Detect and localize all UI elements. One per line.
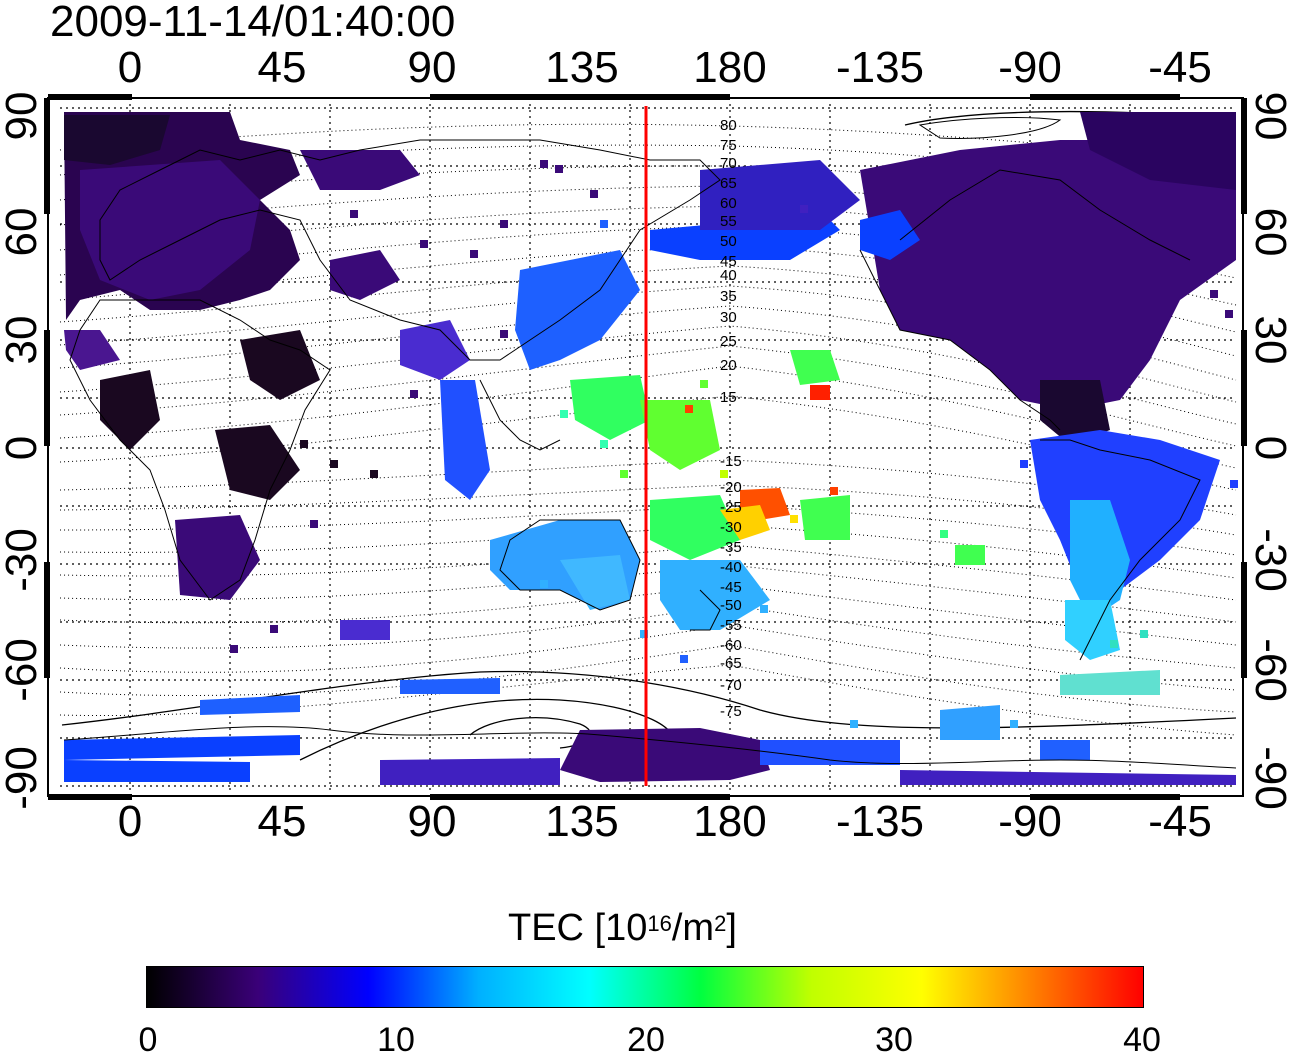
top-lon-label: 90 [407, 43, 457, 92]
bottom-lon-label: -45 [1148, 797, 1212, 846]
magnetic-latitude-label: 45 [720, 253, 737, 270]
left-lat-label: -90 [0, 746, 46, 810]
top-lon-label: -135 [835, 43, 925, 92]
magnetic-latitude-label: 70 [720, 155, 737, 172]
bottom-lon-label: -90 [998, 797, 1062, 846]
magnetic-latitude-label: 60 [720, 195, 737, 212]
magnetic-latitude-label: -20 [720, 479, 742, 496]
magnetic-latitude-label: -40 [720, 559, 742, 576]
magnetic-latitude-label: -15 [720, 453, 742, 470]
colorbar-tick-label: 0 [138, 1021, 158, 1059]
colorbar-title-unit: /m [671, 907, 715, 949]
magnetic-latitude-label: 30 [720, 309, 737, 326]
left-lat-label: 60 [0, 207, 46, 257]
magnetic-latitude-label: -35 [720, 539, 742, 556]
colorbar-title: TEC [1016/m2] [508, 906, 737, 950]
magnetic-latitude-label: -55 [720, 617, 742, 634]
right-lat-label: 30 [1246, 315, 1292, 365]
top-lon-label: 45 [257, 43, 307, 92]
right-lat-label: -90 [1246, 746, 1292, 810]
magnetic-latitude-label: -60 [720, 637, 742, 654]
bottom-lon-label: 135 [545, 797, 619, 846]
coastlines [63, 117, 1237, 769]
right-lat-label: 0 [1246, 435, 1292, 461]
magnetic-latitude-label: -70 [720, 677, 742, 694]
colorbar-tick-label: 40 [1123, 1021, 1161, 1059]
timestamp-title: 2009-11-14/01:40:00 [50, 0, 456, 46]
magnetic-latitude-label: -45 [720, 579, 742, 596]
bottom-lon-label: -135 [835, 797, 925, 846]
magnetic-latitude-label: -30 [720, 519, 742, 536]
right-lat-label: 90 [1246, 91, 1292, 141]
tec-data-patches [64, 112, 1236, 785]
tec-colorbar [146, 966, 1144, 1008]
top-lon-label: -90 [998, 43, 1062, 92]
colorbar-tick-label: 20 [627, 1021, 665, 1059]
magnetic-latitude-label: 80 [720, 117, 737, 134]
magnetic-latitude-label: 55 [720, 213, 737, 230]
right-lat-label: 60 [1246, 207, 1292, 257]
magnetic-latitude-label: -25 [720, 499, 742, 516]
top-lon-label: 0 [117, 43, 143, 92]
left-lat-label: -60 [0, 638, 46, 702]
colorbar-tick-label: 30 [875, 1021, 913, 1059]
colorbar-title-suffix: ] [726, 907, 737, 949]
left-lat-label: -30 [0, 528, 46, 592]
left-lat-label: 90 [0, 91, 46, 141]
magnetic-latitude-label: 15 [720, 389, 737, 406]
colorbar-title-exponent2: 2 [714, 911, 727, 936]
bottom-lon-label: 90 [407, 797, 457, 846]
right-lat-label: -60 [1246, 638, 1292, 702]
top-lon-label: -45 [1148, 43, 1212, 92]
frame-ticks [44, 94, 1247, 800]
magnetic-latitude-label: 40 [720, 267, 737, 284]
left-lat-label: 30 [0, 315, 46, 365]
colorbar-tick-label: 10 [377, 1021, 415, 1059]
bottom-lon-label: 180 [693, 797, 767, 846]
bottom-lon-label: 45 [257, 797, 307, 846]
right-lat-label: -30 [1246, 528, 1292, 592]
top-lon-label: 180 [693, 43, 767, 92]
magnetic-latitude-label: -50 [720, 597, 742, 614]
magnetic-latitude-label: -65 [720, 655, 742, 672]
colorbar-title-exponent: 16 [647, 911, 672, 936]
magnetic-latitude-label: 50 [720, 233, 737, 250]
colorbar-title-prefix: TEC [10 [508, 907, 648, 949]
magnetic-latitude-label: 25 [720, 333, 737, 350]
bottom-lon-label: 0 [117, 797, 143, 846]
magnetic-latitude-label: 20 [720, 357, 737, 374]
left-lat-label: 0 [0, 435, 46, 461]
tec-scatter-pixels [230, 160, 1238, 728]
magnetic-latitude-label: 65 [720, 175, 737, 192]
magnetic-latitude-label: 75 [720, 137, 737, 154]
magnetic-latitude-label: 35 [720, 288, 737, 305]
top-lon-label: 135 [545, 43, 619, 92]
magnetic-latitude-label: -75 [720, 703, 742, 720]
